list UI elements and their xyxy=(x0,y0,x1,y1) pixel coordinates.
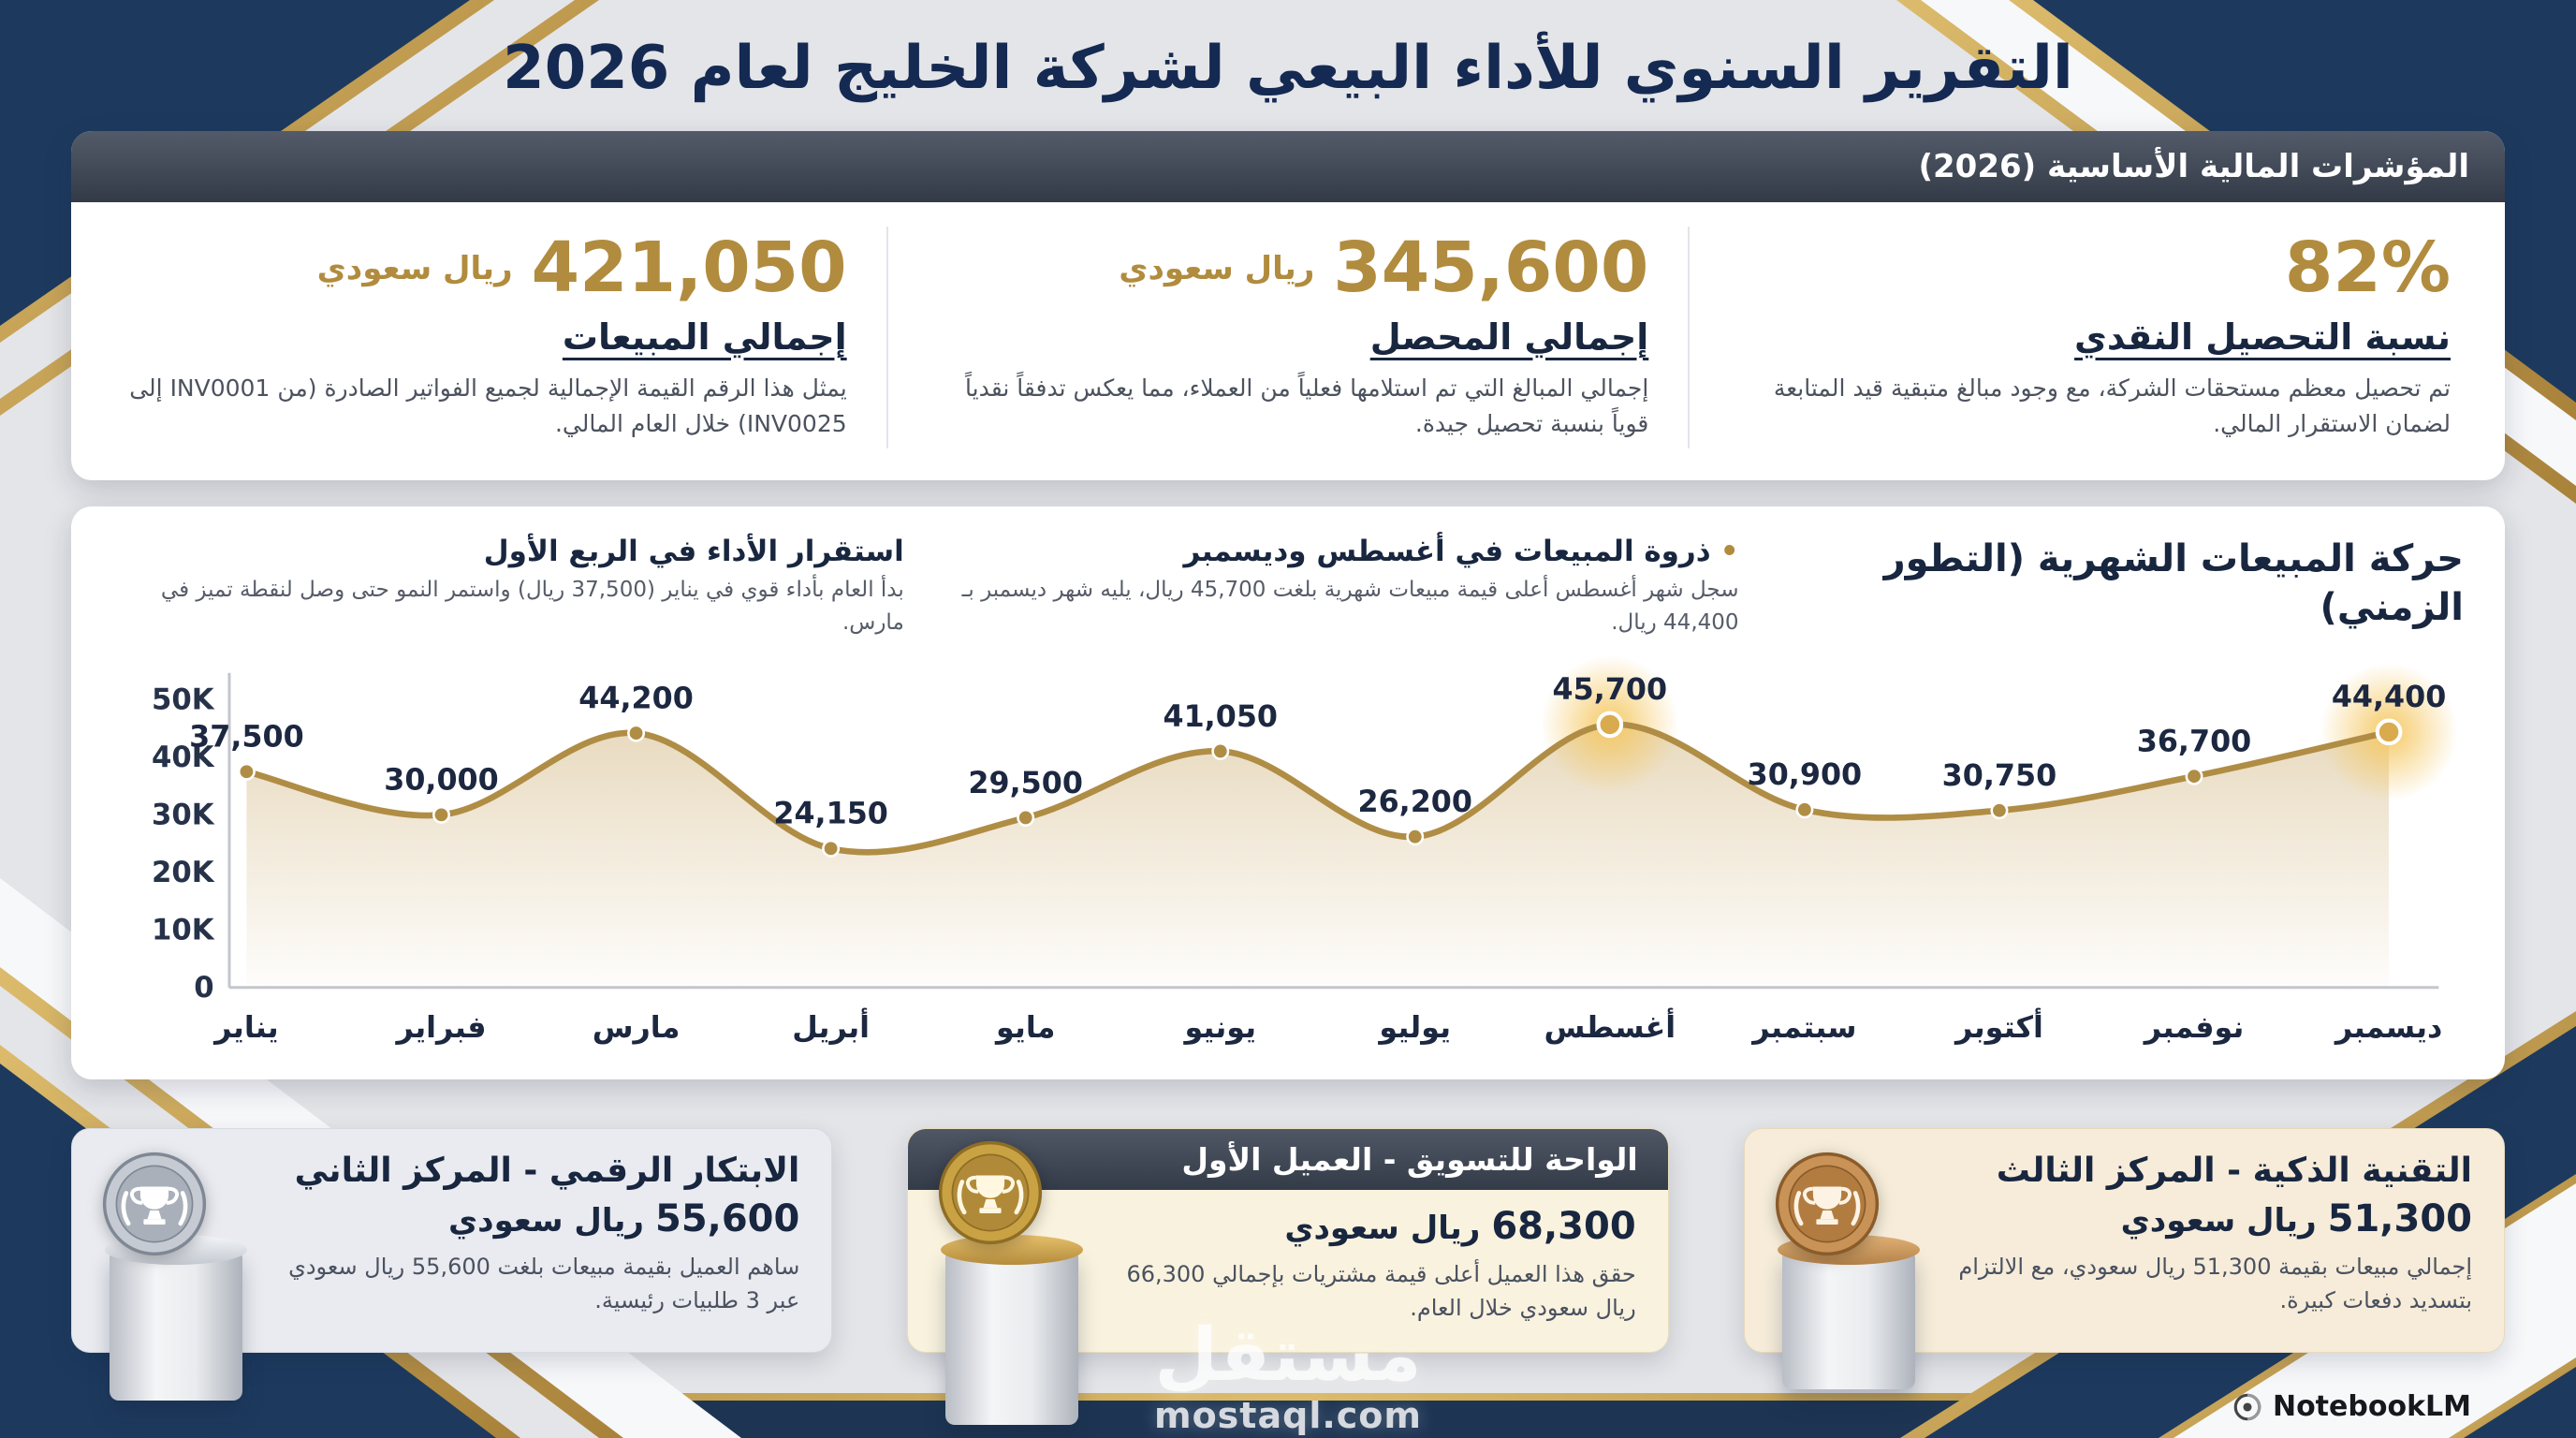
annotation-text: بدأ العام بأداء قوي في يناير (37,500 ريا… xyxy=(160,578,904,635)
winner-card-first-place: الواحة للتسويق - العميل الأول xyxy=(907,1127,1669,1425)
client-name: الابتكار الرقمي - المركز الثاني xyxy=(294,1151,800,1190)
podium-second-place xyxy=(105,1234,248,1401)
kpi-unit: ريال سعودي xyxy=(1119,249,1315,287)
svg-text:أبريل: أبريل xyxy=(792,1007,870,1045)
svg-text:مايو: مايو xyxy=(994,1011,1055,1045)
page-title: التقرير السنوي للأداء البيعي لشركة الخلي… xyxy=(503,34,2073,103)
kpi-value: 345,600 xyxy=(1333,227,1649,308)
kpi-value: 82% xyxy=(2284,227,2451,308)
kpi-cash-collection-rate: 82% نسبة التحصيل النقدي تم تحصيل معظم مس… xyxy=(1690,227,2490,448)
svg-text:50K: 50K xyxy=(152,683,215,717)
client-amount-unit: ريال سعودي xyxy=(1284,1209,1481,1247)
svg-text:يناير: يناير xyxy=(212,1011,278,1045)
svg-text:20K: 20K xyxy=(152,856,215,889)
gold-medal-icon xyxy=(936,1138,1045,1247)
kpi-total-sales: 421,050 ريال سعودي إجمالي المبيعات يمثل … xyxy=(86,227,888,449)
client-amount: 68,300 xyxy=(1491,1204,1636,1248)
annotation-q1-stability: استقرار الأداء في الربع الأول بدأ العام … xyxy=(112,535,904,638)
svg-text:30,000: 30,000 xyxy=(384,764,499,798)
svg-text:نوفمبر: نوفمبر xyxy=(2143,1011,2245,1045)
svg-text:29,500: 29,500 xyxy=(968,767,1083,800)
annotation-title: ذروة المبيعات في أغسطس وديسمبر xyxy=(1183,535,1711,569)
svg-text:سبتمبر: سبتمبر xyxy=(1750,1011,1856,1045)
svg-text:30K: 30K xyxy=(152,799,215,832)
financial-indicators-header: المؤشرات المالية الأساسية (2026) xyxy=(71,131,2505,202)
watermark-site: mostaql.com xyxy=(1153,1395,1423,1436)
winner-card-third-place: التقنية الذكية - المركز الثالث 51,300 ري… xyxy=(1743,1127,2505,1389)
kpi-value: 421,050 xyxy=(531,227,847,308)
svg-text:44,400: 44,400 xyxy=(2332,681,2447,714)
svg-text:24,150: 24,150 xyxy=(773,798,888,831)
svg-text:ديسمبر: ديسمبر xyxy=(2334,1011,2443,1045)
financial-indicators-card: المؤشرات المالية الأساسية (2026) 82% نسب… xyxy=(71,131,2505,481)
podium-third-place xyxy=(1777,1234,1920,1389)
kpi-label: إجمالي المبيعات xyxy=(562,315,847,358)
annotation-peak-months: • ذروة المبيعات في أغسطس وديسمبر سجل شهر … xyxy=(947,535,1739,638)
bullet-icon: • xyxy=(1720,535,1739,569)
svg-text:45,700: 45,700 xyxy=(1553,673,1668,707)
client-amount-unit: ريال سعودي xyxy=(2120,1201,2317,1240)
notebooklm-label: NotebookLM xyxy=(2272,1390,2471,1423)
monthly-sales-chart-card: حركة المبيعات الشهرية (التطور الزمني) • ذ… xyxy=(71,506,2505,1079)
kpi-unit: ريال سعودي xyxy=(316,249,513,287)
watermark-word: مستقل xyxy=(1154,1313,1422,1399)
client-description: إجمالي مبيعات بقيمة 51,300 ريال سعودي، م… xyxy=(1958,1253,2472,1313)
kpi-description: تم تحصيل معظم مستحقات الشركة، مع وجود مب… xyxy=(1773,374,2451,438)
svg-text:30,750: 30,750 xyxy=(1942,759,2057,793)
kpi-description: إجمالي المبالغ التي تم استلامها فعلياً م… xyxy=(965,374,1649,438)
silver-medal-icon xyxy=(100,1150,209,1258)
annotation-text: سجل شهر أغسطس أعلى قيمة مبيعات شهرية بلغ… xyxy=(961,578,1739,635)
bronze-medal-icon xyxy=(1773,1150,1881,1258)
kpi-description: يمثل هذا الرقم القيمة الإجمالية لجميع ال… xyxy=(129,374,847,438)
svg-text:40K: 40K xyxy=(152,741,215,774)
client-amount-unit: ريال سعودي xyxy=(447,1201,644,1240)
client-amount: 55,600 xyxy=(654,1196,800,1240)
kpi-total-collected: 345,600 ريال سعودي إجمالي المحصل إجمالي … xyxy=(888,227,1690,449)
client-amount: 51,300 xyxy=(2327,1196,2472,1240)
annotation-title: استقرار الأداء في الربع الأول xyxy=(483,535,904,569)
svg-text:30,900: 30,900 xyxy=(1748,758,1863,792)
svg-text:41,050: 41,050 xyxy=(1164,700,1279,734)
podium-first-place xyxy=(941,1234,1084,1425)
client-description: ساهم العميل بقيمة مبيعات بلغت 55,600 ريا… xyxy=(288,1253,800,1313)
watermark: مستقل mostaql.com xyxy=(1153,1313,1423,1436)
kpi-label: إجمالي المحصل xyxy=(1369,315,1649,358)
chart-title: حركة المبيعات الشهرية (التطور الزمني) xyxy=(1883,537,2464,630)
notebooklm-logo-icon xyxy=(2232,1391,2263,1423)
svg-text:يوليو: يوليو xyxy=(1377,1011,1451,1045)
notebooklm-credit: NotebookLM xyxy=(2232,1390,2471,1423)
client-name: التقنية الذكية - المركز الثالث xyxy=(1996,1151,2472,1190)
svg-text:37,500: 37,500 xyxy=(189,721,304,755)
winner-card-second-place: الابتكار الرقمي - المركز الثاني 55,600 ر… xyxy=(71,1127,833,1401)
svg-text:10K: 10K xyxy=(152,914,215,947)
svg-text:44,200: 44,200 xyxy=(578,682,694,716)
monthly-sales-line-chart: 0 10K 20K 30K 40K 50K 37,500 30,000 44,200 24,150… xyxy=(152,655,2458,1045)
svg-text:0: 0 xyxy=(194,971,213,1005)
top-clients-section: التقنية الذكية - المركز الثالث 51,300 ري… xyxy=(71,1127,2505,1425)
svg-text:مارس: مارس xyxy=(593,1011,681,1045)
kpi-body: 82% نسبة التحصيل النقدي تم تحصيل معظم مس… xyxy=(71,202,2505,480)
svg-text:36,700: 36,700 xyxy=(2137,726,2252,759)
svg-text:أغسطس: أغسطس xyxy=(1544,1007,1676,1045)
svg-text:يونيو: يونيو xyxy=(1182,1011,1256,1045)
svg-text:أكتوبر: أكتوبر xyxy=(1954,1007,2043,1045)
client-description: حقق هذا العميل أعلى قيمة مشتريات بإجمالي… xyxy=(1126,1260,1636,1321)
svg-text:26,200: 26,200 xyxy=(1357,785,1472,819)
kpi-label: نسبة التحصيل النقدي xyxy=(2074,315,2451,358)
svg-text:فبراير: فبراير xyxy=(394,1011,486,1045)
